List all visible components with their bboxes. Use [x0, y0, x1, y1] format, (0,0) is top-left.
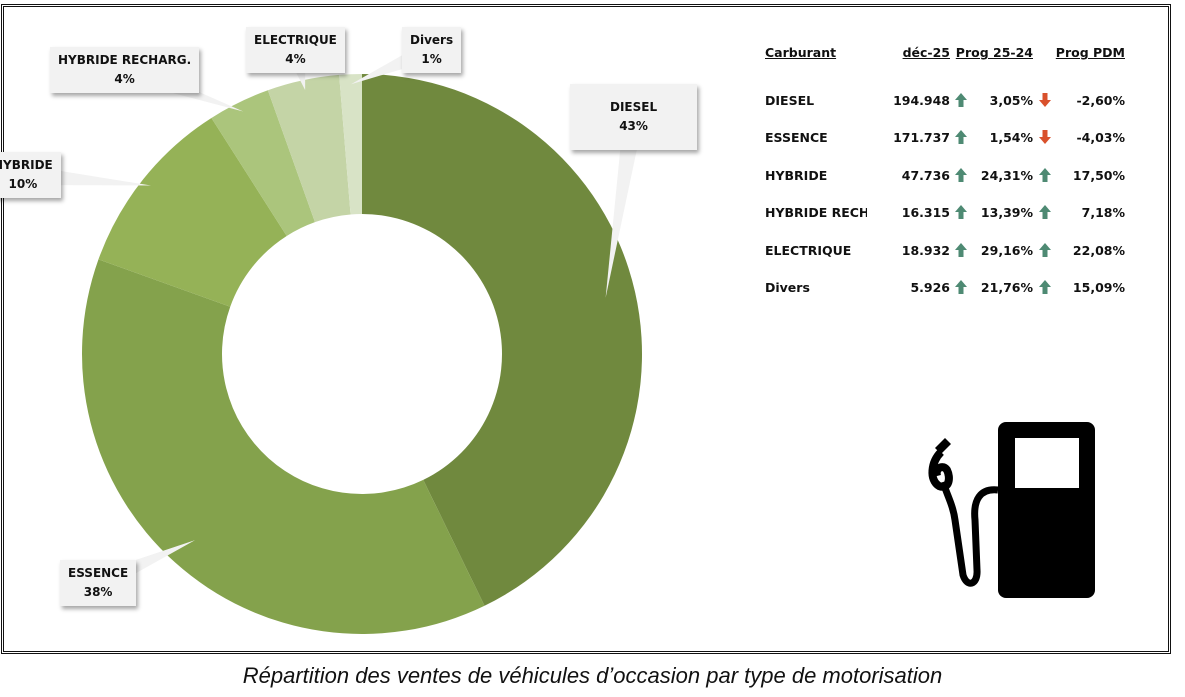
arrow-up-icon: [955, 280, 967, 294]
arrow-up-icon: [955, 92, 967, 107]
slice-hybride: [98, 117, 287, 307]
label-percent: 1%: [421, 52, 442, 66]
prog-value: 21,76%: [980, 280, 1033, 295]
header-dec: déc-25: [902, 45, 950, 60]
slice-diesel: [362, 74, 643, 606]
prog-value: 3,05%: [989, 92, 1033, 108]
data-label: ESSENCE 38%: [60, 560, 137, 606]
pdm-value: 7,18%: [1081, 205, 1125, 220]
header-carburant: Carburant: [765, 45, 837, 60]
label-percent: 43%: [619, 119, 648, 133]
data-label: DIESEL 43%: [570, 84, 698, 150]
chart-frame: [1, 4, 1171, 654]
slice-electrique: [267, 74, 351, 223]
chart-caption: Répartition des ventes de véhicules d’oc…: [242, 663, 943, 688]
slice-divers: [339, 74, 362, 215]
arrow-up-icon: [1039, 242, 1051, 257]
dec-value: 194.948: [893, 92, 950, 108]
label-percent: 38%: [83, 585, 113, 599]
arrow-down-icon: [1039, 92, 1051, 107]
label-name: HYBRIDE RECHARG.: [58, 53, 192, 67]
pdm-value: 15,09%: [1072, 280, 1125, 295]
label-percent: 4%: [114, 72, 135, 86]
header-prog: Prog 25-24: [955, 45, 1033, 60]
arrow-up-icon: [955, 242, 967, 257]
fuel-name: ELECTRIQUE: [765, 242, 852, 258]
arrow-down-icon: [1039, 130, 1051, 144]
prog-value: 29,16%: [980, 242, 1033, 258]
fuel-name: Divers: [765, 280, 810, 295]
label-name: HYBRIDE: [0, 158, 53, 172]
slice-hybride-recharg-: [211, 90, 315, 236]
label-percent: 4%: [285, 52, 306, 66]
label-name: Divers: [410, 33, 454, 47]
slice-essence: [81, 259, 485, 634]
dec-value: 47.736: [901, 167, 950, 183]
data-label: HYBRIDE RECHARG. 4%: [50, 47, 200, 93]
arrow-up-icon: [1039, 167, 1051, 182]
label-pointer: [605, 115, 644, 298]
pdm-value: -2,60%: [1076, 92, 1125, 108]
arrow-up-icon: [955, 167, 967, 182]
dec-value: 5.926: [910, 280, 950, 295]
label-name: ESSENCE: [68, 566, 129, 580]
prog-value: 1,54%: [989, 130, 1033, 145]
arrow-up-icon: [955, 130, 967, 144]
prog-value: 24,31%: [980, 167, 1033, 183]
data-label: ELECTRIQUE 4%: [246, 27, 345, 73]
dec-value: 18.932: [901, 242, 950, 258]
pdm-value: 22,08%: [1072, 242, 1125, 258]
arrow-up-icon: [1039, 280, 1051, 294]
pdm-value: 17,50%: [1072, 167, 1125, 183]
fuel-pump-icon: [928, 422, 1095, 598]
fuel-name: HYBRIDE RECHA: [765, 205, 867, 220]
label-name: DIESEL: [610, 100, 658, 114]
arrow-up-icon: [1039, 205, 1051, 219]
prog-value: 13,39%: [980, 205, 1033, 220]
header-pdm: Prog PDM: [1055, 45, 1125, 60]
fuel-name: ESSENCE: [765, 130, 828, 145]
data-label: Divers 1%: [402, 27, 462, 73]
data-label: HYBRIDE 10%: [0, 152, 61, 198]
pdm-value: -4,03%: [1076, 130, 1125, 145]
fuel-name: DIESEL: [765, 92, 815, 108]
dec-value: 171.737: [893, 130, 950, 145]
dec-value: 16.315: [901, 205, 950, 220]
arrow-up-icon: [955, 205, 967, 219]
label-percent: 10%: [8, 177, 38, 191]
label-name: ELECTRIQUE: [254, 33, 337, 47]
fuel-name: HYBRIDE: [765, 167, 828, 183]
